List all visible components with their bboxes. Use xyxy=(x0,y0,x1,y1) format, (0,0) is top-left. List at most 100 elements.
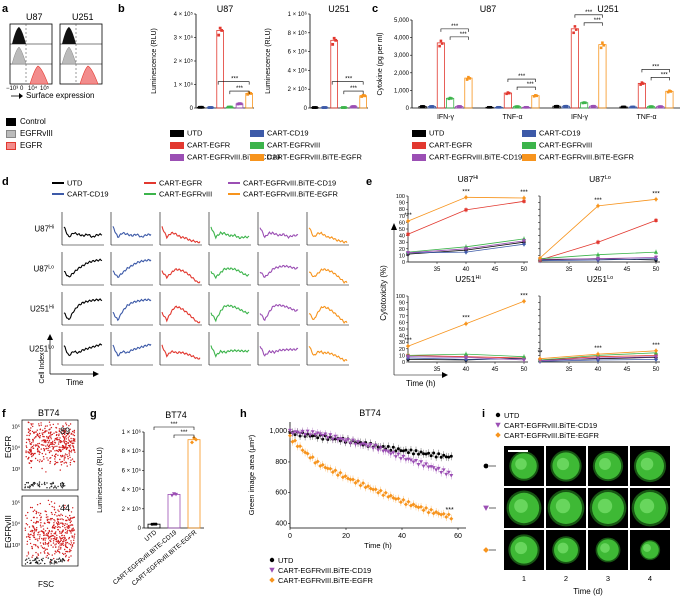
data-point xyxy=(522,199,526,203)
data-point xyxy=(660,105,663,108)
flow-event xyxy=(28,451,30,453)
legend-item: CART-CD19 xyxy=(522,128,581,138)
x-tick-label: 45 xyxy=(624,367,631,373)
significance-label: *** xyxy=(236,86,244,92)
data-point xyxy=(537,356,543,361)
panel-label: d xyxy=(2,176,9,188)
axis-tick: 0 xyxy=(20,86,24,92)
flow-event xyxy=(30,466,32,469)
legend-swatch xyxy=(144,182,156,185)
cell-index-trace xyxy=(210,345,250,358)
flow-event xyxy=(67,516,69,519)
bar xyxy=(637,82,646,109)
y-tick-label: 600 xyxy=(275,490,287,497)
flow-event xyxy=(57,450,59,453)
flow-event-negative xyxy=(61,485,64,487)
flow-event xyxy=(54,544,56,546)
data-point xyxy=(373,487,378,492)
flow-event xyxy=(70,547,73,549)
data-point xyxy=(313,106,317,109)
flow-event xyxy=(38,538,40,540)
flow-event-negative xyxy=(51,485,53,487)
data-point xyxy=(386,494,391,499)
data-point xyxy=(381,445,385,449)
flow-event xyxy=(58,510,60,513)
flow-event xyxy=(69,456,71,459)
chart-title: BT74 xyxy=(359,408,381,418)
flow-event xyxy=(46,548,48,550)
x-tick-label: 2 xyxy=(564,574,568,583)
flow-event xyxy=(48,444,51,447)
data-point xyxy=(601,41,604,45)
flow-event xyxy=(57,461,59,464)
flow-event xyxy=(33,437,36,439)
flow-event xyxy=(41,452,43,455)
flow-event xyxy=(31,455,33,458)
flow-event xyxy=(65,550,67,553)
y-axis-label-egfrviii: EGFRvIII xyxy=(4,515,13,548)
flow-event xyxy=(68,556,70,558)
data-point xyxy=(424,505,429,510)
data-point xyxy=(439,471,444,475)
flow-event xyxy=(44,439,46,441)
data-point xyxy=(330,470,335,475)
data-point xyxy=(401,497,406,502)
flow-event xyxy=(47,459,49,461)
flow-event-negative xyxy=(30,562,32,564)
flow-event-negative xyxy=(29,559,31,562)
flow-event-negative xyxy=(53,563,55,565)
flow-event xyxy=(68,543,70,545)
flow-event xyxy=(45,556,47,558)
significance-label: *** xyxy=(404,337,412,344)
flow-event-negative xyxy=(34,561,37,564)
flow-event xyxy=(53,446,55,448)
flow-event xyxy=(56,450,58,452)
flow-event xyxy=(67,526,70,528)
flow-event-negative xyxy=(40,562,42,564)
flow-event xyxy=(65,435,68,437)
flow-event xyxy=(29,433,32,435)
data-point xyxy=(383,490,388,495)
data-point xyxy=(463,247,469,251)
chart-title: U87Hi xyxy=(458,174,479,184)
flow-event xyxy=(57,439,59,441)
y-tick-label: 10³ xyxy=(12,467,20,473)
flow-event xyxy=(37,547,39,549)
row-marker xyxy=(483,463,489,469)
flow-event xyxy=(66,454,68,456)
flow-event xyxy=(50,538,52,540)
flow-event xyxy=(36,434,38,436)
data-point xyxy=(517,105,520,108)
flow-event xyxy=(60,546,62,549)
data-point xyxy=(288,433,292,438)
flow-event xyxy=(56,523,59,525)
flow-event xyxy=(43,447,45,450)
flow-event xyxy=(55,551,57,553)
arrow-head xyxy=(47,334,53,340)
data-point xyxy=(303,432,308,437)
data-point xyxy=(507,91,511,95)
data-point xyxy=(366,444,371,449)
cell-index-trace xyxy=(308,305,348,324)
data-point xyxy=(431,511,436,516)
x-axis-label: Surface expression xyxy=(26,91,95,100)
flow-event xyxy=(28,457,30,459)
flow-event xyxy=(64,431,67,433)
flow-event xyxy=(52,546,54,548)
flow-event xyxy=(30,443,32,446)
legend-label: CART-EGFR xyxy=(187,140,231,150)
flow-event xyxy=(43,551,45,553)
data-point xyxy=(335,437,340,442)
flow-event xyxy=(60,532,63,534)
cell-index-trace xyxy=(309,268,348,284)
flow-event xyxy=(69,450,71,453)
legend-item: CART-EGFR xyxy=(412,140,472,150)
legend-item: CART-EGFRvIII.BiTE-EGFR xyxy=(522,152,634,162)
legend-swatch-control xyxy=(6,118,16,126)
flow-event xyxy=(64,532,67,534)
significance-bracket xyxy=(343,90,364,95)
legend-swatch xyxy=(228,193,240,196)
flow-event xyxy=(38,423,40,425)
cell-index-trace xyxy=(210,267,250,280)
flow-event xyxy=(44,543,47,545)
